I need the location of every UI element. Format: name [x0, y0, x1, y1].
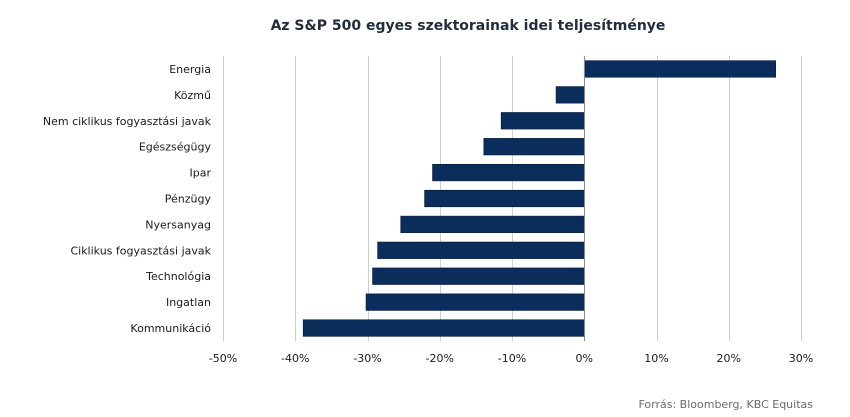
- x-tick-label: -20%: [426, 352, 454, 365]
- category-label: Pénzügy: [165, 193, 212, 206]
- category-label: Energia: [169, 63, 211, 76]
- x-tick-label: -40%: [281, 352, 309, 365]
- bar: [500, 112, 585, 130]
- bar: [372, 267, 585, 285]
- x-tick-label: -50%: [209, 352, 237, 365]
- category-label: Nem ciklikus fogyasztási javak: [43, 115, 212, 128]
- x-tick-label: 0%: [576, 352, 593, 365]
- category-label: Ingatlan: [166, 296, 211, 309]
- bars: [302, 60, 777, 337]
- category-label: Egészségügy: [139, 141, 212, 154]
- bar: [432, 164, 585, 182]
- x-tick-label: 20%: [717, 352, 741, 365]
- category-label: Kommunikáció: [130, 322, 211, 335]
- category-label: Közmű: [174, 89, 211, 102]
- bar: [377, 241, 585, 259]
- x-tick-labels: -50% -40% -30% -20% -10% 0% 10% 20% 30%: [209, 352, 813, 365]
- bar: [400, 215, 585, 233]
- category-labels: Energia Közmű Nem ciklikus fogyasztási jav…: [43, 63, 212, 335]
- category-label: Nyersanyag: [145, 218, 211, 231]
- bar: [555, 86, 585, 104]
- chart-title: Az S&P 500 egyes szektorainak idei telje…: [271, 18, 666, 34]
- category-label: Ciklikus fogyasztási javak: [70, 244, 211, 257]
- bar: [583, 60, 777, 78]
- x-tick-label: -10%: [498, 352, 526, 365]
- category-label: Ipar: [190, 167, 212, 180]
- x-tick-label: -30%: [353, 352, 381, 365]
- x-tick-label: 10%: [644, 352, 668, 365]
- bar: [365, 293, 585, 311]
- bar: [424, 189, 585, 208]
- bar: [483, 138, 585, 156]
- source-note: Forrás: Bloomberg, KBC Equitas: [638, 398, 813, 411]
- category-label: Technológia: [145, 270, 211, 283]
- x-tick-label: 30%: [789, 352, 813, 365]
- bar: [302, 319, 585, 337]
